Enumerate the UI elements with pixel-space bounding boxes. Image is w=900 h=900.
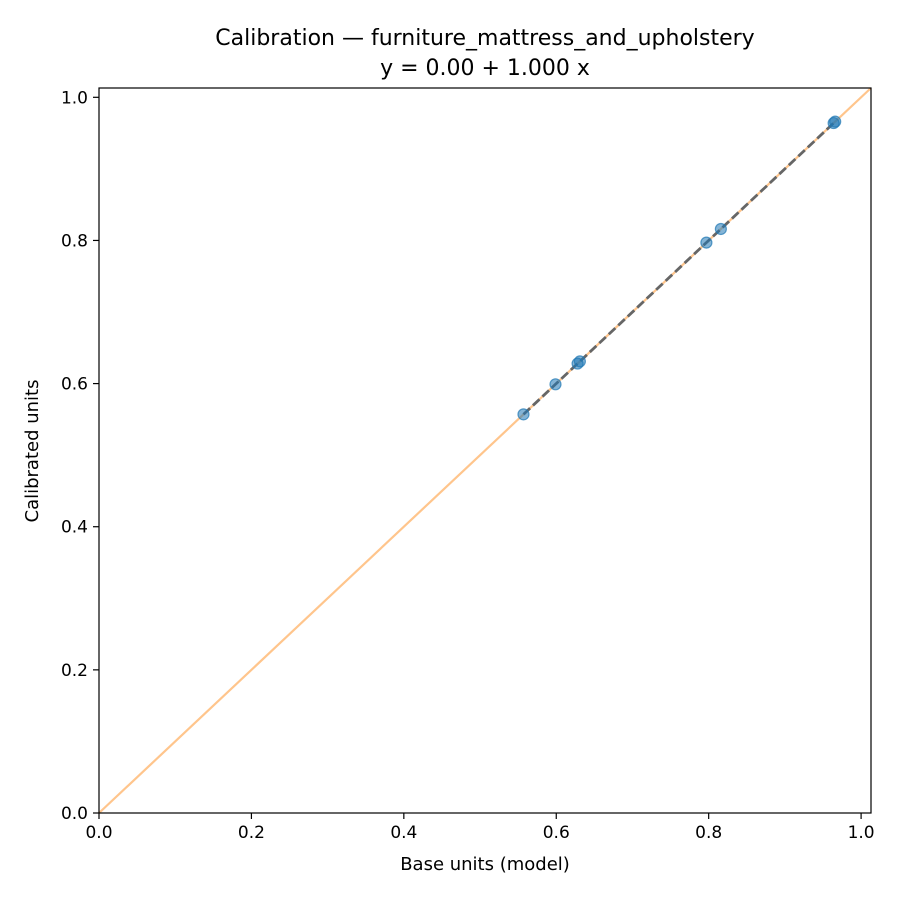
x-axis: 0.0 0.2 0.4 0.6 0.8 1.0	[85, 813, 875, 843]
y-tick-label: 0.6	[61, 375, 88, 395]
y-axis: 0.0 0.2 0.4 0.6 0.8 1.0	[61, 88, 99, 824]
y-axis-label: Calibrated units	[22, 380, 43, 523]
data-point	[517, 408, 530, 421]
y-tick-label: 0.4	[61, 518, 88, 538]
data-point	[573, 355, 586, 368]
chart-subtitle: y = 0.00 + 1.000 x	[380, 56, 590, 81]
x-tick-label: 1.0	[848, 823, 875, 843]
x-axis-label: Base units (model)	[400, 854, 570, 875]
y-tick-label: 0.8	[61, 231, 88, 251]
y-tick-label: 0.0	[61, 804, 88, 824]
data-point	[829, 115, 842, 128]
y-tick-label: 0.2	[61, 661, 88, 681]
chart-title: Calibration — furniture_mattress_and_uph…	[215, 26, 754, 51]
x-tick-label: 0.2	[238, 823, 265, 843]
data-point	[714, 222, 727, 236]
y-tick-label: 1.0	[61, 88, 88, 108]
x-tick-label: 0.8	[695, 823, 722, 843]
fit-line	[522, 120, 837, 416]
x-tick-label: 0.4	[390, 823, 417, 843]
data-point	[700, 236, 713, 249]
plot-area	[98, 87, 872, 814]
x-tick-label: 0.6	[543, 823, 570, 843]
x-tick-label: 0.0	[85, 823, 112, 843]
data-points	[517, 115, 842, 421]
data-point	[549, 378, 562, 391]
plot-frame	[98, 87, 872, 814]
